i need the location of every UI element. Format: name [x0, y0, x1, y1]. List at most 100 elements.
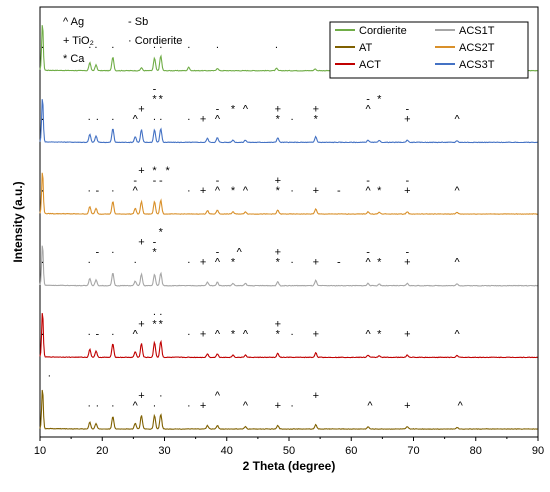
series-line-act	[39, 313, 538, 359]
annotation-layer: · · · · · · · · ·· · · · ^+-* *· · · +-^* ^ +* ·+*-^*-+ ^· · -…	[41, 42, 464, 412]
peak-annotation: ·	[133, 257, 137, 269]
peak-annotation: -	[405, 175, 409, 187]
peak-annotation: ^	[133, 400, 139, 412]
peak-annotation: ·	[153, 113, 157, 125]
peak-annotation: -	[95, 185, 99, 197]
peak-annotation: +	[404, 400, 410, 412]
peak-annotation: +	[200, 257, 206, 269]
peak-annotation: -	[153, 83, 157, 95]
peak-annotation: +	[275, 175, 281, 187]
peak-annotation: +	[200, 185, 206, 197]
peak-annotation: -	[216, 103, 220, 115]
peak-annotation: *	[159, 93, 164, 105]
x-axis-title: 2 Theta (degree)	[243, 459, 336, 473]
peak-annotation: *	[159, 318, 164, 330]
peak-annotation: ^	[243, 103, 249, 115]
peak-annotation: *	[152, 93, 157, 105]
peak-annotation: *	[377, 257, 382, 269]
peak-annotation: ·	[290, 328, 294, 340]
peak-annotation: ^	[367, 400, 373, 412]
peak-annotation: ·	[94, 42, 98, 54]
x-tick-label: 80	[470, 445, 482, 457]
phase-key: ^ Ag - Sb + TiO₂ · Cordierite * Ca	[63, 16, 182, 65]
peak-annotation: ·	[153, 42, 157, 54]
legend-box	[329, 21, 529, 79]
series-line-acs3t	[39, 99, 538, 144]
peak-annotation: ^	[215, 390, 221, 402]
peak-annotation: *	[159, 227, 164, 239]
peak-annotation: ·	[187, 328, 191, 340]
peak-annotation: -	[337, 185, 341, 197]
peak-annotation: +	[313, 185, 319, 197]
peak-annotation: ^	[455, 185, 461, 197]
peak-annotation: -	[405, 247, 409, 259]
peak-annotation: ^	[215, 113, 221, 125]
peak-annotation: ·	[290, 400, 294, 412]
peak-annotation: *	[377, 328, 382, 340]
x-tick-label: 90	[532, 445, 544, 457]
x-tick-label: 20	[96, 445, 108, 457]
peak-annotation: *	[276, 113, 281, 125]
legend-label: ACS3T	[459, 59, 495, 71]
peak-annotation: +	[275, 247, 281, 259]
phase-key-item: ^ Ag	[63, 16, 84, 28]
peak-annotation: +	[313, 390, 319, 402]
peak-annotation: *	[231, 185, 236, 197]
peak-annotation: ·	[41, 185, 45, 197]
series-line-acs2t	[39, 172, 538, 215]
peak-annotation: ·	[187, 113, 191, 125]
peak-annotation: *	[152, 318, 157, 330]
peak-annotation: -	[366, 247, 370, 259]
peak-annotation: ·	[290, 113, 294, 125]
peak-annotation: ·	[187, 257, 191, 269]
peak-annotation: +	[404, 328, 410, 340]
series-line-at	[39, 389, 538, 430]
peak-annotation: -	[405, 103, 409, 115]
peak-annotation: +	[200, 400, 206, 412]
peak-annotation: -	[216, 175, 220, 187]
peak-annotation: *	[377, 93, 382, 105]
peak-annotation: ^	[366, 257, 372, 269]
peak-annotation: ^	[215, 185, 221, 197]
peak-annotation: +	[275, 318, 281, 330]
peak-annotation: -	[216, 247, 220, 259]
phase-key-item: - Sb	[128, 16, 148, 28]
peak-annotation: ^	[243, 328, 249, 340]
peak-annotation: ^	[133, 113, 139, 125]
peak-annotation: ^	[215, 328, 221, 340]
peak-annotation: ·	[159, 390, 163, 402]
peak-annotation: ^	[366, 103, 372, 115]
peak-annotation: ·	[47, 370, 51, 382]
peak-annotation: +	[200, 328, 206, 340]
peak-annotation: *	[165, 165, 170, 177]
peak-annotation: +	[313, 257, 319, 269]
peak-annotation: ·	[290, 257, 294, 269]
peak-annotation: +	[138, 390, 144, 402]
plot-frame	[39, 6, 539, 438]
peak-annotation: ·	[153, 400, 157, 412]
peak-annotation: ·	[187, 400, 191, 412]
peak-annotation: ·	[290, 185, 294, 197]
peak-annotation: ·	[87, 328, 91, 340]
peak-annotation: *	[314, 113, 319, 125]
peak-annotation: -	[95, 247, 99, 259]
peak-annotation: ·	[111, 400, 115, 412]
phase-key-item: · Cordierite	[128, 35, 182, 47]
series-line-acs1t	[39, 245, 538, 287]
legend-label: ACS2T	[459, 42, 495, 54]
peak-annotation: ·	[95, 400, 99, 412]
peak-annotation: -	[153, 237, 157, 249]
peak-annotation: +	[200, 113, 206, 125]
legend-label: ACT	[359, 59, 381, 71]
x-tick-label: 10	[34, 445, 46, 457]
peak-annotation: *	[231, 103, 236, 115]
x-tick-label: 50	[283, 445, 295, 457]
peak-annotation: ·	[41, 257, 45, 269]
peak-annotation: +	[404, 113, 410, 125]
peak-annotation: -	[159, 175, 163, 187]
peak-annotation: ·	[159, 308, 163, 320]
legend-label: Cordierite	[359, 25, 407, 37]
peak-annotation: ·	[41, 328, 45, 340]
peak-annotation: ·	[111, 247, 115, 259]
peak-annotation: +	[404, 257, 410, 269]
